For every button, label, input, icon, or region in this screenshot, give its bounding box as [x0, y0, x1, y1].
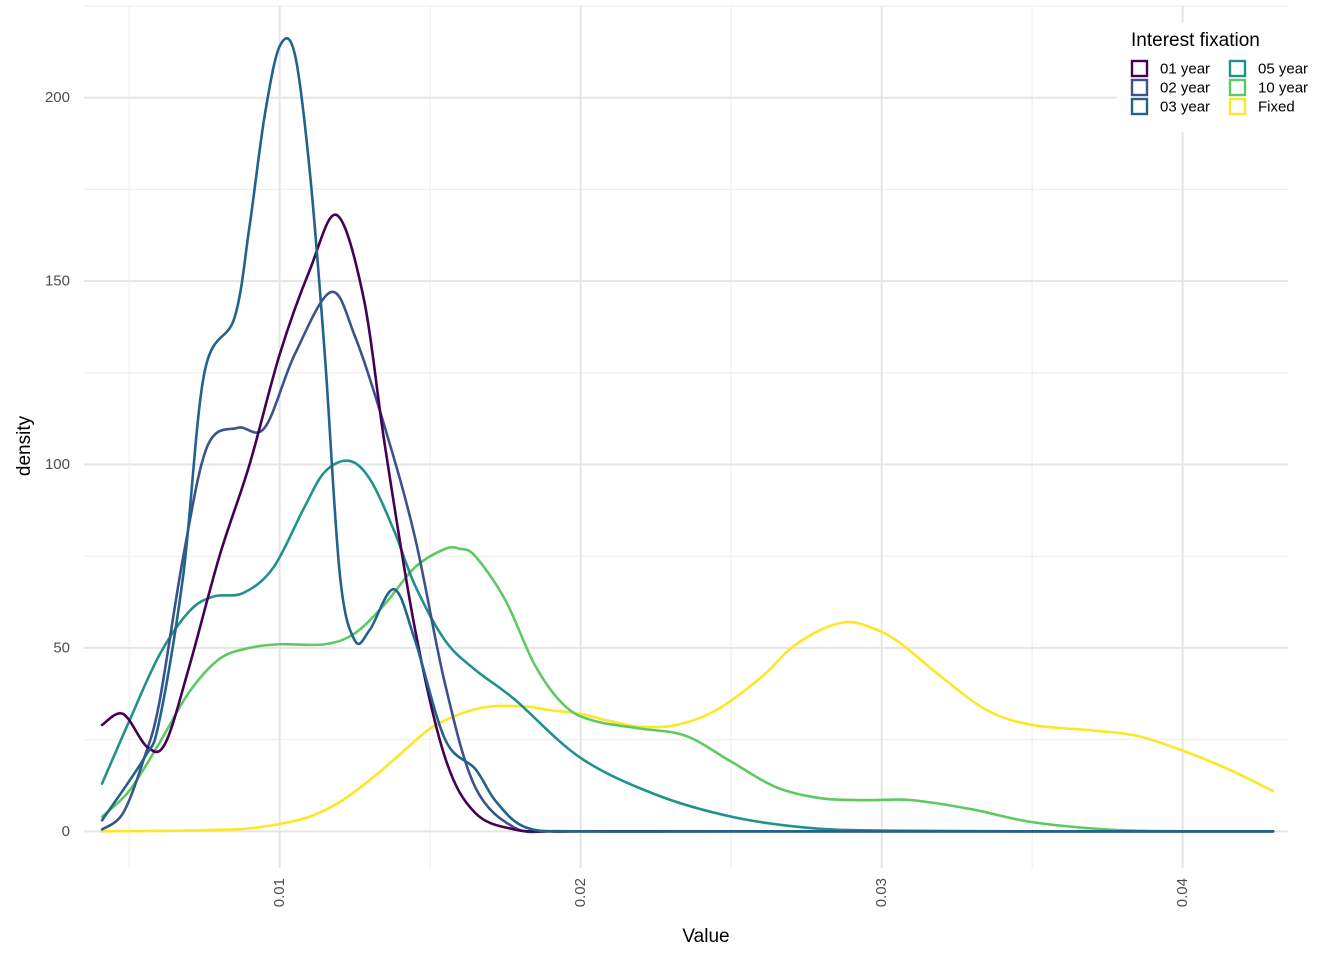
- legend-label-03-year: 03 year: [1160, 99, 1210, 116]
- legend-key-10-year: [1228, 78, 1247, 97]
- legend-label-fixed: Fixed: [1258, 99, 1295, 116]
- legend-label-01-year: 01 year: [1160, 61, 1210, 78]
- legend-key-03-year: [1130, 97, 1149, 116]
- legend-key-01-year: [1130, 59, 1149, 78]
- y-tick-label: 150: [45, 273, 70, 290]
- y-tick-label: 50: [53, 639, 70, 656]
- series-line-03-year: [100, 37, 1275, 833]
- series-lines: [100, 37, 1275, 834]
- legend-title: Interest fixation: [1131, 30, 1260, 51]
- legend-key-fixed: [1228, 97, 1247, 116]
- y-tick-label: 100: [45, 456, 70, 473]
- x-axis-title: Value: [682, 926, 729, 947]
- x-tick-label: 0.04: [1174, 878, 1191, 907]
- y-tick-label: 0: [62, 823, 70, 840]
- legend-label-05-year: 05 year: [1258, 61, 1308, 78]
- legend-key-05-year: [1228, 59, 1247, 78]
- y-tick-labels: 0 50 100 150 200: [45, 89, 70, 840]
- x-tick-label: 0.02: [572, 878, 589, 907]
- x-tick-labels: 0.01 0.02 0.03 0.04: [271, 878, 1191, 907]
- y-axis-title: density: [14, 415, 35, 476]
- legend-items: 01 year 02 year 03 year 05 year 10 year Fixed: [1130, 59, 1308, 116]
- x-tick-label: 0.01: [271, 878, 288, 907]
- x-tick-label: 0.03: [873, 878, 890, 907]
- y-tick-label: 200: [45, 89, 70, 106]
- legend-label-02-year: 02 year: [1160, 80, 1210, 97]
- legend-key-02-year: [1130, 78, 1149, 97]
- legend-label-10-year: 10 year: [1258, 80, 1308, 97]
- series-line-10-year: [100, 545, 1275, 833]
- series-line-fixed: [100, 620, 1275, 833]
